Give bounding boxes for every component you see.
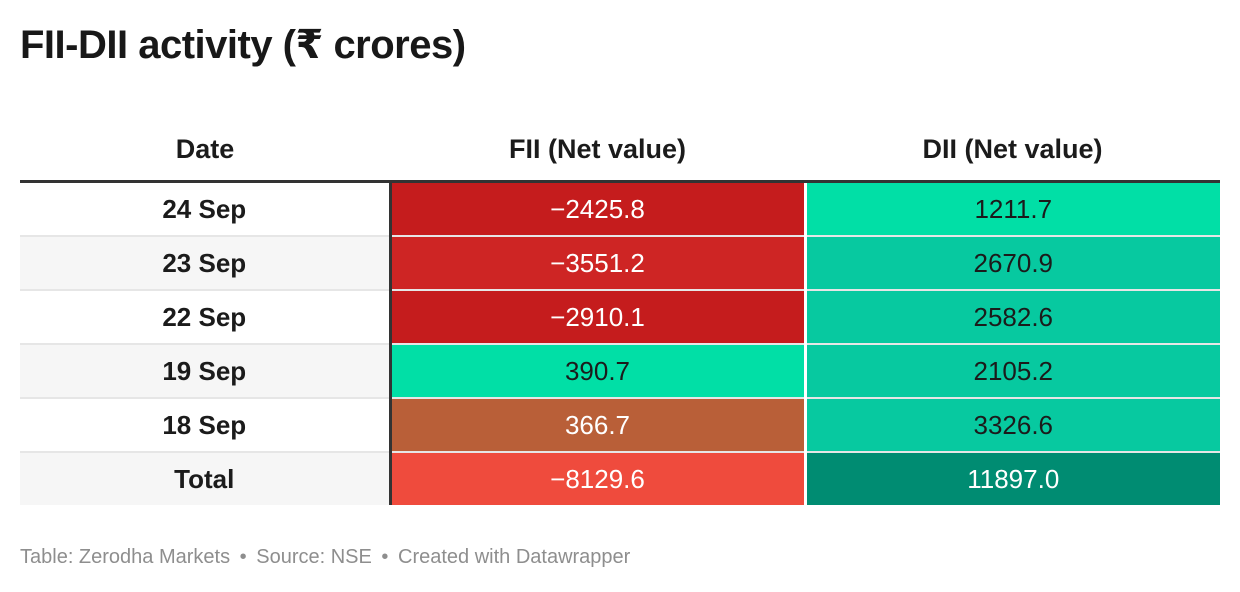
footer-created: Created with Datawrapper [398, 546, 631, 568]
dii-value-cell: 11897.0 [805, 452, 1220, 505]
fii-value-cell: 390.7 [390, 344, 807, 399]
date-cell: 19 Sep [20, 344, 392, 399]
date-cell: 24 Sep [20, 181, 392, 237]
footer-separator: • [381, 546, 389, 568]
date-cell: 18 Sep [20, 398, 392, 453]
table-row: 22 Sep −2910.1 2582.6 [20, 290, 1220, 345]
header-date[interactable]: Date [20, 118, 390, 183]
dii-value-cell: 2105.2 [805, 344, 1220, 399]
header-dii[interactable]: DII (Net value) [805, 118, 1220, 183]
table-row: 24 Sep −2425.8 1211.7 [20, 181, 1220, 237]
dii-value-cell: 1211.7 [805, 181, 1220, 237]
fii-value-cell: −3551.2 [390, 236, 807, 291]
footer-credits: Table: Zerodha Markets • Source: NSE • C… [20, 546, 630, 569]
table-row: 23 Sep −3551.2 2670.9 [20, 236, 1220, 291]
table-row: 19 Sep 390.7 2105.2 [20, 344, 1220, 399]
fii-value-cell: −2910.1 [390, 290, 807, 345]
fii-value-cell: −2425.8 [390, 181, 807, 237]
date-cell: 22 Sep [20, 290, 392, 345]
footer-source: Source: NSE [256, 546, 372, 568]
dii-value-cell: 2670.9 [805, 236, 1220, 291]
header-fii[interactable]: FII (Net value) [390, 118, 805, 183]
footer-separator: • [239, 546, 247, 568]
fii-dii-table: Date FII (Net value) DII (Net value) 24 … [20, 118, 1220, 505]
table-row: 18 Sep 366.7 3326.6 [20, 398, 1220, 453]
table-row: Total −8129.6 11897.0 [20, 452, 1220, 505]
table-header-row: Date FII (Net value) DII (Net value) [20, 118, 1220, 183]
date-cell: Total [20, 452, 392, 505]
table-body: 24 Sep −2425.8 1211.7 23 Sep −3551.2 2670.9 22… [20, 181, 1220, 505]
fii-value-cell: −8129.6 [390, 452, 807, 505]
footer-table-label: Table: Zerodha Markets [20, 546, 231, 568]
dii-value-cell: 3326.6 [805, 398, 1220, 453]
dii-value-cell: 2582.6 [805, 290, 1220, 345]
fii-value-cell: 366.7 [390, 398, 807, 453]
page-title: FII-DII activity (₹ crores) [20, 23, 466, 67]
date-cell: 23 Sep [20, 236, 392, 291]
